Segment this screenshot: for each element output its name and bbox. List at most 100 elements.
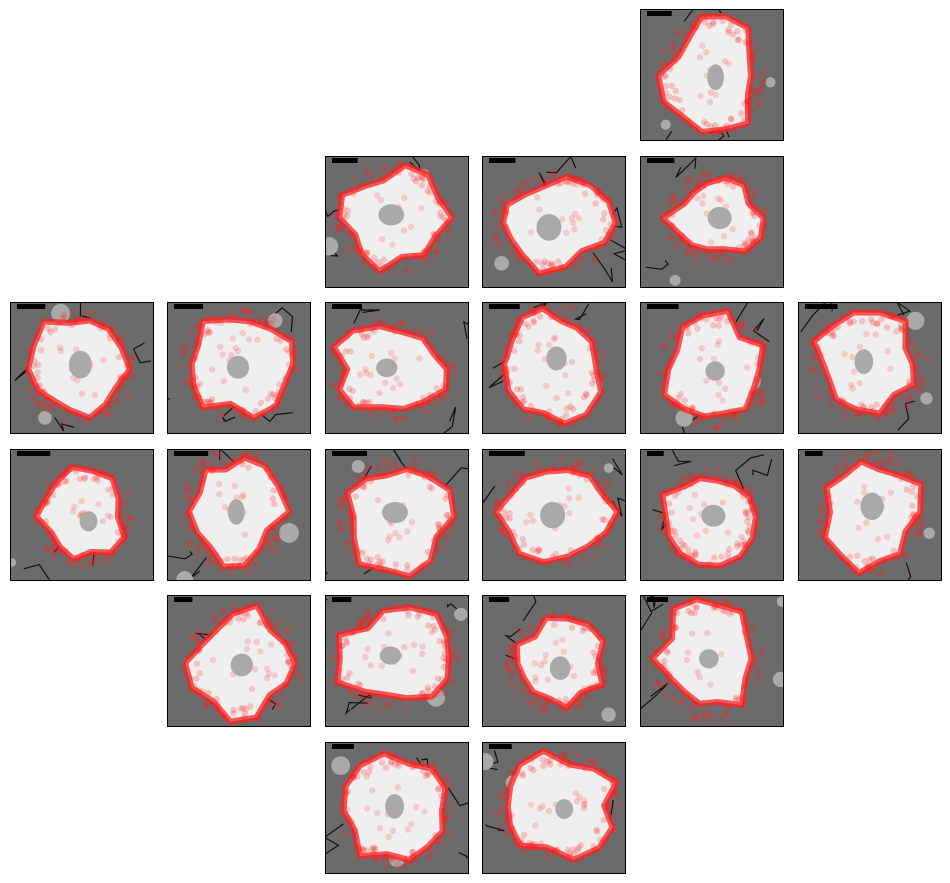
boundary-point	[549, 612, 556, 620]
boundary-point	[719, 607, 727, 614]
boundary-point	[43, 403, 51, 410]
boundary-point	[516, 250, 523, 258]
boundary-point	[751, 202, 759, 210]
neighbor-edge	[462, 320, 468, 339]
boundary-point	[665, 611, 672, 619]
neighbor-edge	[896, 303, 912, 316]
boundary-point	[566, 178, 573, 185]
boundary-point	[343, 638, 350, 645]
boundary-point	[191, 393, 199, 400]
boundary-point	[41, 402, 48, 409]
boundary-point	[44, 492, 51, 500]
boundary-point	[214, 700, 222, 708]
boundary-point	[192, 630, 200, 637]
boundary-point	[544, 268, 551, 276]
boundary-point	[366, 464, 373, 471]
boundary-point	[106, 401, 113, 408]
boundary-point	[751, 385, 758, 393]
boundary-point	[370, 407, 378, 414]
boundary-point	[508, 646, 515, 654]
interior-point	[568, 214, 576, 222]
boundary-point	[590, 649, 597, 656]
boundary-point	[72, 318, 79, 325]
interior-point	[702, 527, 709, 535]
boundary-point	[359, 483, 366, 490]
interior-point	[394, 783, 402, 791]
interior-point	[729, 225, 736, 233]
boundary-point	[240, 714, 248, 721]
boundary-point	[723, 708, 730, 716]
boundary-point	[820, 510, 828, 518]
boundary-point	[59, 314, 67, 321]
boundary-point	[714, 604, 721, 611]
interior-point	[209, 656, 217, 664]
boundary-point	[200, 398, 208, 406]
boundary-point	[678, 699, 685, 706]
boundary-point	[571, 261, 578, 268]
boundary-point	[817, 351, 825, 359]
boundary-point	[354, 773, 361, 780]
boundary-point	[920, 521, 927, 528]
boundary-point	[268, 548, 275, 556]
boundary-point	[671, 400, 678, 408]
boundary-point	[287, 336, 295, 343]
boundary-point	[191, 683, 198, 690]
boundary-point	[286, 658, 293, 665]
boundary-point	[543, 413, 551, 420]
boundary-point	[221, 607, 228, 615]
boundary-point	[566, 850, 573, 857]
boundary-point	[549, 464, 556, 471]
boundary-point	[695, 16, 702, 24]
boundary-point	[37, 335, 45, 343]
boundary-point	[48, 402, 56, 410]
boundary-point	[348, 818, 355, 825]
interior-point	[70, 503, 78, 511]
boundary-point	[118, 339, 125, 346]
boundary-point	[430, 622, 437, 630]
boundary-point	[448, 365, 456, 372]
boundary-point	[515, 668, 522, 675]
boundary-point	[500, 509, 508, 516]
boundary-point	[34, 391, 41, 399]
boundary-point	[249, 560, 256, 568]
boundary-point	[118, 509, 125, 517]
boundary-point	[606, 775, 614, 782]
boundary-point	[600, 675, 608, 683]
boundary-point	[572, 266, 579, 274]
interior-point	[220, 378, 227, 385]
boundary-point	[220, 712, 227, 719]
cell-panel	[798, 449, 942, 581]
boundary-point	[720, 597, 727, 604]
boundary-point	[262, 621, 269, 628]
boundary-point	[336, 395, 344, 402]
boundary-point	[340, 369, 347, 377]
boundary-point	[292, 652, 300, 659]
boundary-point	[256, 618, 264, 626]
boundary-point	[748, 230, 755, 237]
boundary-point	[216, 314, 223, 321]
boundary-point	[739, 175, 746, 183]
boundary-point	[436, 525, 444, 532]
boundary-point	[717, 251, 724, 258]
boundary-point	[533, 258, 540, 265]
boundary-point	[747, 55, 755, 63]
boundary-point	[719, 260, 726, 267]
boundary-point	[439, 683, 446, 690]
interior-point	[216, 480, 223, 488]
boundary-point	[446, 830, 453, 837]
boundary-point	[607, 522, 614, 529]
interior-point	[99, 356, 107, 364]
boundary-point	[210, 465, 218, 472]
boundary-point	[669, 212, 676, 219]
boundary-point	[673, 698, 680, 706]
boundary-point	[602, 498, 609, 505]
boundary-point	[410, 466, 417, 474]
boundary-point	[591, 336, 599, 344]
boundary-point	[371, 254, 378, 262]
boundary-point	[205, 689, 212, 697]
boundary-point	[181, 512, 188, 520]
boundary-point	[433, 247, 441, 254]
boundary-point	[388, 758, 395, 766]
boundary-point	[920, 379, 927, 386]
boundary-point	[34, 383, 42, 391]
